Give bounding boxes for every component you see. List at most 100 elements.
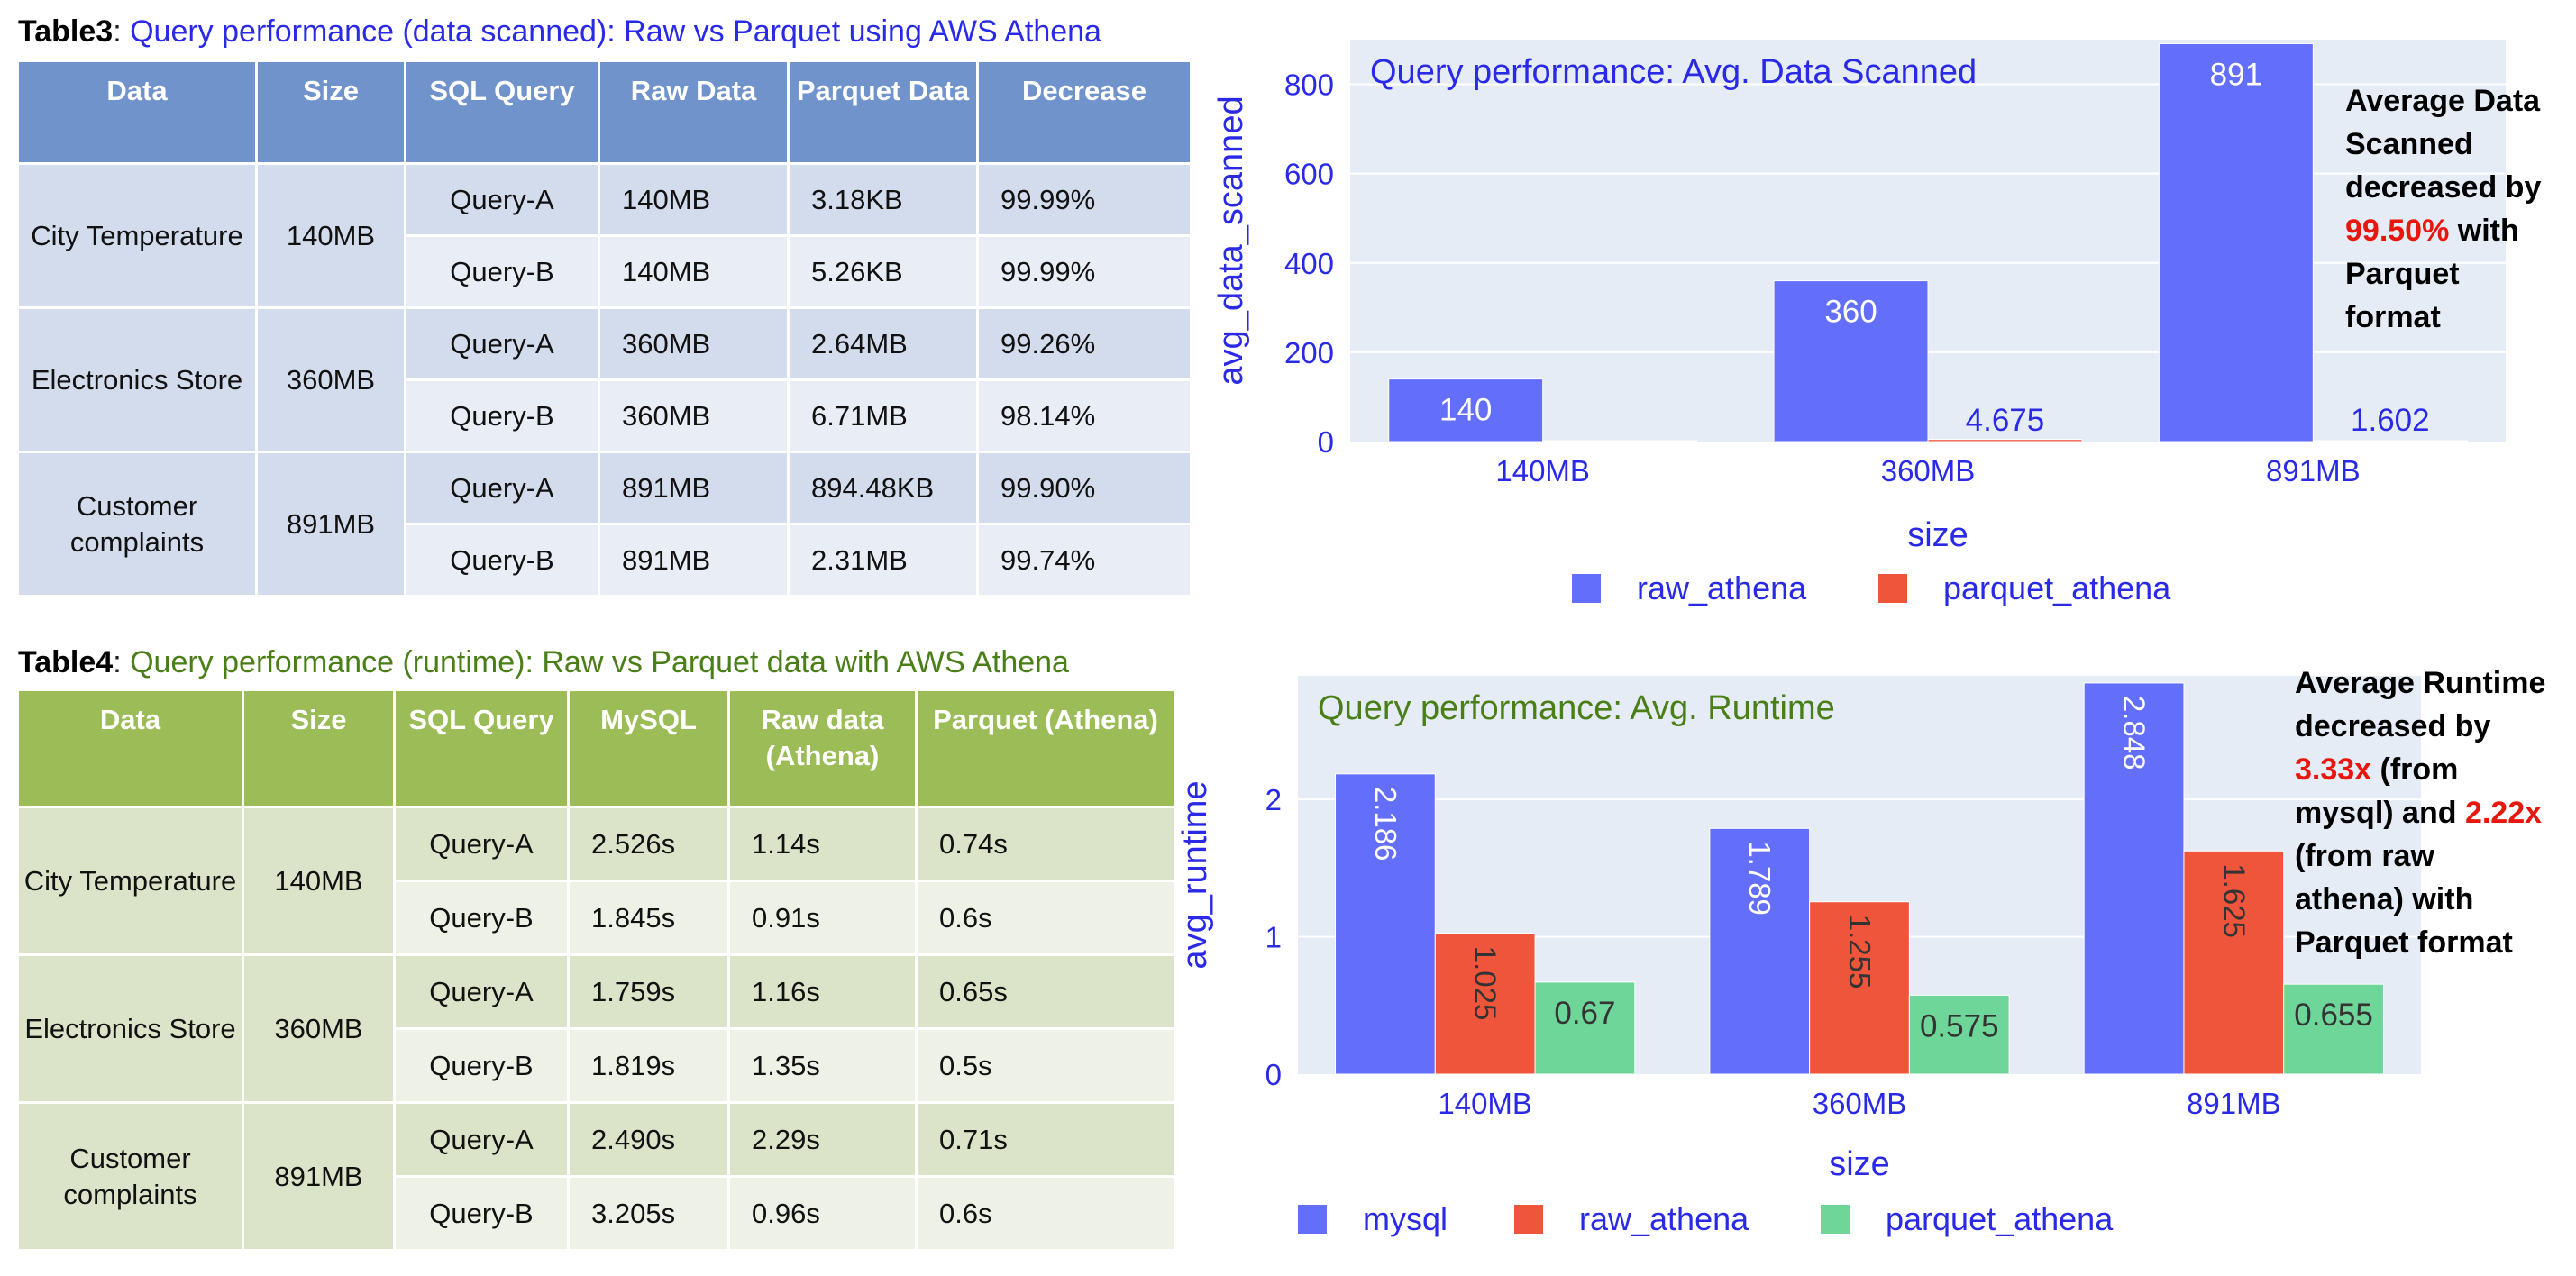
table3-title: Query performance (data scanned): Raw vs… xyxy=(130,14,1101,49)
table3-header-size: Size xyxy=(255,59,406,165)
bar xyxy=(1773,280,1929,442)
bar xyxy=(2283,983,2384,1075)
table4-cell-raw: 0.96s xyxy=(727,1175,918,1252)
data-label: 140 xyxy=(1439,393,1492,428)
chart-title: Query performance: Avg. Runtime xyxy=(1318,689,1835,727)
table4-cell-parquet: 0.74s xyxy=(915,806,1176,882)
legend-swatch xyxy=(1514,1205,1543,1234)
table-row: Customer complaints 891MB Query-A 891MB … xyxy=(16,451,1192,597)
table4-cell-data: Electronics Store xyxy=(16,953,244,1104)
y-tick-label: 800 xyxy=(1284,68,1334,102)
table3-cell-raw: 360MB xyxy=(598,306,790,381)
table4-cell-parquet: 0.6s xyxy=(915,880,1176,956)
data-label: 360 xyxy=(1824,295,1877,330)
y-tick-label: 400 xyxy=(1284,247,1334,280)
data-label: 2.848 xyxy=(2118,696,2151,770)
table4-cell-query: Query-A xyxy=(393,953,570,1030)
table4-cell-query: Query-B xyxy=(393,880,570,956)
table3-cell-decrease: 99.90% xyxy=(976,451,1192,525)
table3-cell-data: Electronics Store xyxy=(16,306,258,453)
table4-header-mysql: MySQL xyxy=(567,688,730,808)
table3-cell-query: Query-A xyxy=(404,306,600,381)
table4-cell-data: Customer complaints xyxy=(16,1101,244,1252)
table-row: Customer complaints 891MB Query-A 2.490s… xyxy=(16,1101,1176,1252)
x-axis-label: size xyxy=(1907,516,1969,554)
chart-title: Query performance: Avg. Data Scanned xyxy=(1370,53,1977,91)
note-line: Average Runtime xyxy=(2295,666,2546,700)
data-label: 1.625 xyxy=(2217,863,2251,938)
table3-cell-decrease: 99.74% xyxy=(976,523,1192,597)
note-line: decreased by xyxy=(2295,709,2491,743)
legend-swatch xyxy=(1821,1205,1850,1234)
table3-header-raw-data: Raw Data xyxy=(598,59,790,165)
table4-title: Query performance (runtime): Raw vs Parq… xyxy=(130,645,1069,679)
bar xyxy=(1927,439,2083,442)
note-line: 99.50% with xyxy=(2345,209,2571,252)
legend-swatch xyxy=(1298,1205,1327,1234)
table4-cell-raw: 0.91s xyxy=(727,880,918,956)
table3-cell-parquet: 5.26KB xyxy=(787,234,979,309)
table3-colon: : xyxy=(113,14,131,49)
table-row: Query-B 140MB 5.26KB 99.99% xyxy=(18,234,1192,309)
y-tick-label: 0 xyxy=(1318,425,1334,459)
table3-cell-raw: 891MB xyxy=(598,523,790,597)
table4-cell-mysql: 2.490s xyxy=(567,1101,730,1178)
table-row: Electronics Store 360MB Query-A 360MB 2.… xyxy=(16,306,1192,453)
bar xyxy=(1388,378,1544,442)
runtime-note: Average Runtime decreased by 3.33x (from… xyxy=(2295,661,2565,964)
x-tick-label: 891MB xyxy=(2266,454,2361,488)
y-axis-label: avg_runtime xyxy=(1176,780,1214,969)
table4-cell-raw: 1.16s xyxy=(727,953,918,1030)
legend-label: mysql xyxy=(1363,1200,1448,1237)
table3-cell-raw: 140MB xyxy=(598,162,790,237)
table3-header-sql-query: SQL Query xyxy=(404,59,600,165)
note-line: Scanned xyxy=(2345,127,2473,161)
table4-cell-raw: 2.29s xyxy=(727,1101,918,1178)
note-highlight: 99.50% xyxy=(2345,214,2450,248)
bar xyxy=(1534,981,1636,1075)
table3-cell-parquet: 2.64MB xyxy=(787,306,979,381)
data-label: 1.602 xyxy=(2351,403,2430,438)
table-row: Electronics Store 360MB Query-A 1.759s 1… xyxy=(16,953,1176,1104)
table4-header-data: Data xyxy=(16,688,244,808)
table4-cell-raw: 1.35s xyxy=(727,1027,918,1104)
data-scanned-note: Average Data Scanned decreased by 99.50%… xyxy=(2345,79,2571,339)
chart-avg-data-scanned: 0 200 400 600 800 Query performance: Avg. Dat… xyxy=(1212,40,2506,606)
x-tick-label: 360MB xyxy=(1881,454,1976,488)
table3-cell-raw: 360MB xyxy=(598,378,790,453)
table3-header-parquet-data: Parquet Data xyxy=(787,59,979,165)
table3-cell-parquet: 894.48KB xyxy=(787,451,979,525)
table4: Data Size SQL Query MySQL Raw data (Athe… xyxy=(16,688,1176,1252)
table-row: Query-B 1.819s 1.35s 0.5s xyxy=(18,1027,1176,1104)
note-highlight: 2.22x xyxy=(2464,796,2543,830)
data-label: 2.186 xyxy=(1369,787,1402,861)
note-highlight: 3.33x xyxy=(2295,752,2372,787)
table4-cell-parquet: 0.65s xyxy=(915,953,1176,1030)
table4-header-sql-query: SQL Query xyxy=(393,688,570,808)
table3-cell-decrease: 99.99% xyxy=(976,234,1192,309)
table3-cell-query: Query-A xyxy=(404,162,600,237)
table4-cell-mysql: 3.205s xyxy=(567,1175,730,1252)
table4-header-size: Size xyxy=(242,688,396,808)
table4-cell-size: 891MB xyxy=(242,1101,396,1252)
table3-cell-data: City Temperature xyxy=(16,162,258,309)
table4-header-raw-athena: Raw data (Athena) xyxy=(727,688,918,808)
note-text: (from xyxy=(2371,752,2459,787)
x-axis-label: size xyxy=(1829,1145,1890,1183)
table4-cell-parquet: 0.5s xyxy=(915,1027,1176,1104)
table3-cell-size: 140MB xyxy=(255,162,406,309)
table3-cell-raw: 140MB xyxy=(598,234,790,309)
table4-cell-query: Query-A xyxy=(393,806,570,882)
y-tick-label: 200 xyxy=(1284,336,1334,369)
table4-cell-query: Query-B xyxy=(393,1027,570,1104)
data-label: 0.67 xyxy=(1554,996,1615,1031)
table4-cell-size: 140MB xyxy=(242,806,396,956)
note-line: athena) with xyxy=(2295,882,2474,916)
table4-cell-raw: 1.14s xyxy=(727,806,918,882)
note-line: 3.33x (from xyxy=(2295,748,2565,791)
table4-tag: Table4 xyxy=(18,645,114,679)
bar xyxy=(1335,773,1436,1075)
table4-colon: : xyxy=(113,645,131,679)
table4-cell-mysql: 1.819s xyxy=(567,1027,730,1104)
table3-header-data: Data xyxy=(16,59,258,165)
